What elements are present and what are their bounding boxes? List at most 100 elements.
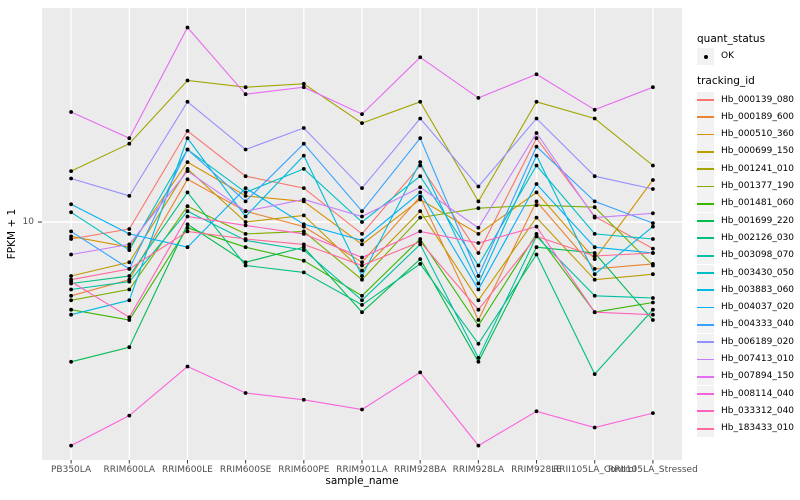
- data-point: [534, 199, 539, 204]
- data-point: [69, 229, 73, 234]
- data-point: [243, 209, 248, 214]
- data-point: [127, 260, 132, 265]
- data-point: [651, 178, 655, 182]
- legend-line-icon: [697, 202, 714, 205]
- legend-key-swatch: [697, 316, 714, 334]
- legend-item-Hb_000510_360: Hb_000510_360: [692, 126, 800, 144]
- data-point: [418, 237, 423, 241]
- data-point: [534, 234, 539, 239]
- legend-line-icon: [697, 375, 714, 378]
- legend-key-swatch: [697, 108, 714, 126]
- data-point: [69, 293, 73, 298]
- legend-item-Hb_000189_600: Hb_000189_600: [692, 108, 800, 126]
- x-tick-label: RRIM600SE: [219, 465, 272, 475]
- legend-line-icon: [697, 410, 714, 413]
- data-point: [360, 260, 364, 265]
- data-point: [243, 260, 248, 265]
- legend-line-icon: [697, 323, 714, 326]
- data-point: [243, 174, 248, 179]
- data-point: [651, 163, 655, 168]
- data-point: [69, 277, 73, 282]
- legend-line-icon: [697, 99, 714, 101]
- data-point: [301, 81, 306, 86]
- x-tick-label: RRIM928LE: [511, 465, 562, 475]
- data-point: [476, 241, 481, 245]
- data-point: [69, 298, 73, 303]
- data-point: [243, 147, 248, 152]
- data-point: [185, 229, 190, 234]
- legend-line-icon: [697, 168, 714, 171]
- data-point: [243, 194, 248, 198]
- data-point: [418, 136, 423, 141]
- x-tick-label: RRIM600LE: [162, 465, 213, 475]
- legend-key-swatch: [697, 281, 714, 299]
- data-point: [360, 303, 364, 307]
- data-point: [651, 312, 655, 317]
- data-point: [476, 96, 481, 100]
- data-point: [185, 169, 190, 174]
- data-point: [360, 232, 364, 236]
- ok-point-icon: [703, 54, 708, 59]
- data-point: [476, 307, 481, 312]
- data-point: [127, 279, 132, 284]
- x-axis-title: sample_name: [325, 475, 399, 487]
- legend-line-icon: [697, 272, 714, 274]
- data-point: [651, 296, 655, 300]
- data-point: [476, 281, 481, 286]
- x-tick-label: RRIM928BA: [393, 465, 447, 475]
- legend-title-quant-status: quant_status: [697, 33, 766, 45]
- data-point: [69, 237, 73, 241]
- y-tick-label: 10: [22, 216, 34, 227]
- legend-item-Hb_004037_020: Hb_004037_020: [692, 299, 800, 317]
- y-axis-title: FPKM + 1: [6, 208, 18, 260]
- data-point: [127, 413, 132, 418]
- data-point: [301, 248, 306, 253]
- x-tick-label: RRIM600PE: [278, 465, 330, 475]
- legend-item-label: Hb_007413_010: [721, 354, 795, 364]
- data-point: [360, 298, 364, 303]
- legend: quant_status OK tracking_id Hb_000139_08…: [692, 0, 800, 500]
- data-point: [651, 187, 655, 191]
- data-point: [301, 153, 306, 158]
- data-point: [476, 232, 481, 236]
- data-point: [185, 245, 190, 250]
- data-point: [127, 194, 132, 198]
- data-point: [243, 214, 248, 219]
- data-point: [534, 245, 539, 250]
- data-point: [592, 245, 597, 250]
- data-point: [592, 107, 597, 112]
- data-point: [418, 197, 423, 202]
- data-point: [592, 215, 597, 220]
- data-point: [418, 160, 423, 165]
- legend-item-label: Hb_002126_030: [721, 232, 795, 243]
- data-point: [243, 263, 248, 268]
- legend-item-label: Hb_183433_010: [721, 423, 795, 434]
- data-point: [476, 318, 481, 322]
- data-point: [69, 234, 73, 239]
- data-point: [69, 252, 73, 257]
- legend-item-label: Hb_001377_190: [721, 181, 795, 191]
- legend-key-swatch: [697, 143, 714, 161]
- data-point: [418, 99, 423, 104]
- data-point: [243, 186, 248, 191]
- data-point: [418, 215, 423, 220]
- legend-key-swatch: [697, 195, 714, 213]
- data-point: [69, 287, 73, 292]
- data-point: [418, 190, 423, 195]
- data-point: [534, 203, 539, 208]
- data-point: [592, 254, 597, 258]
- data-point: [301, 222, 306, 227]
- data-point: [534, 116, 539, 121]
- data-point: [651, 307, 655, 312]
- data-point: [360, 112, 364, 116]
- data-point: [360, 268, 364, 273]
- legend-line-icon: [697, 306, 714, 309]
- legend-item-Hb_004333_040: Hb_004333_040: [692, 316, 800, 334]
- data-point: [69, 210, 73, 215]
- data-point: [534, 163, 539, 168]
- data-point: [651, 318, 655, 322]
- legend-line-icon: [697, 358, 714, 361]
- data-point: [69, 443, 73, 448]
- data-point: [476, 323, 481, 328]
